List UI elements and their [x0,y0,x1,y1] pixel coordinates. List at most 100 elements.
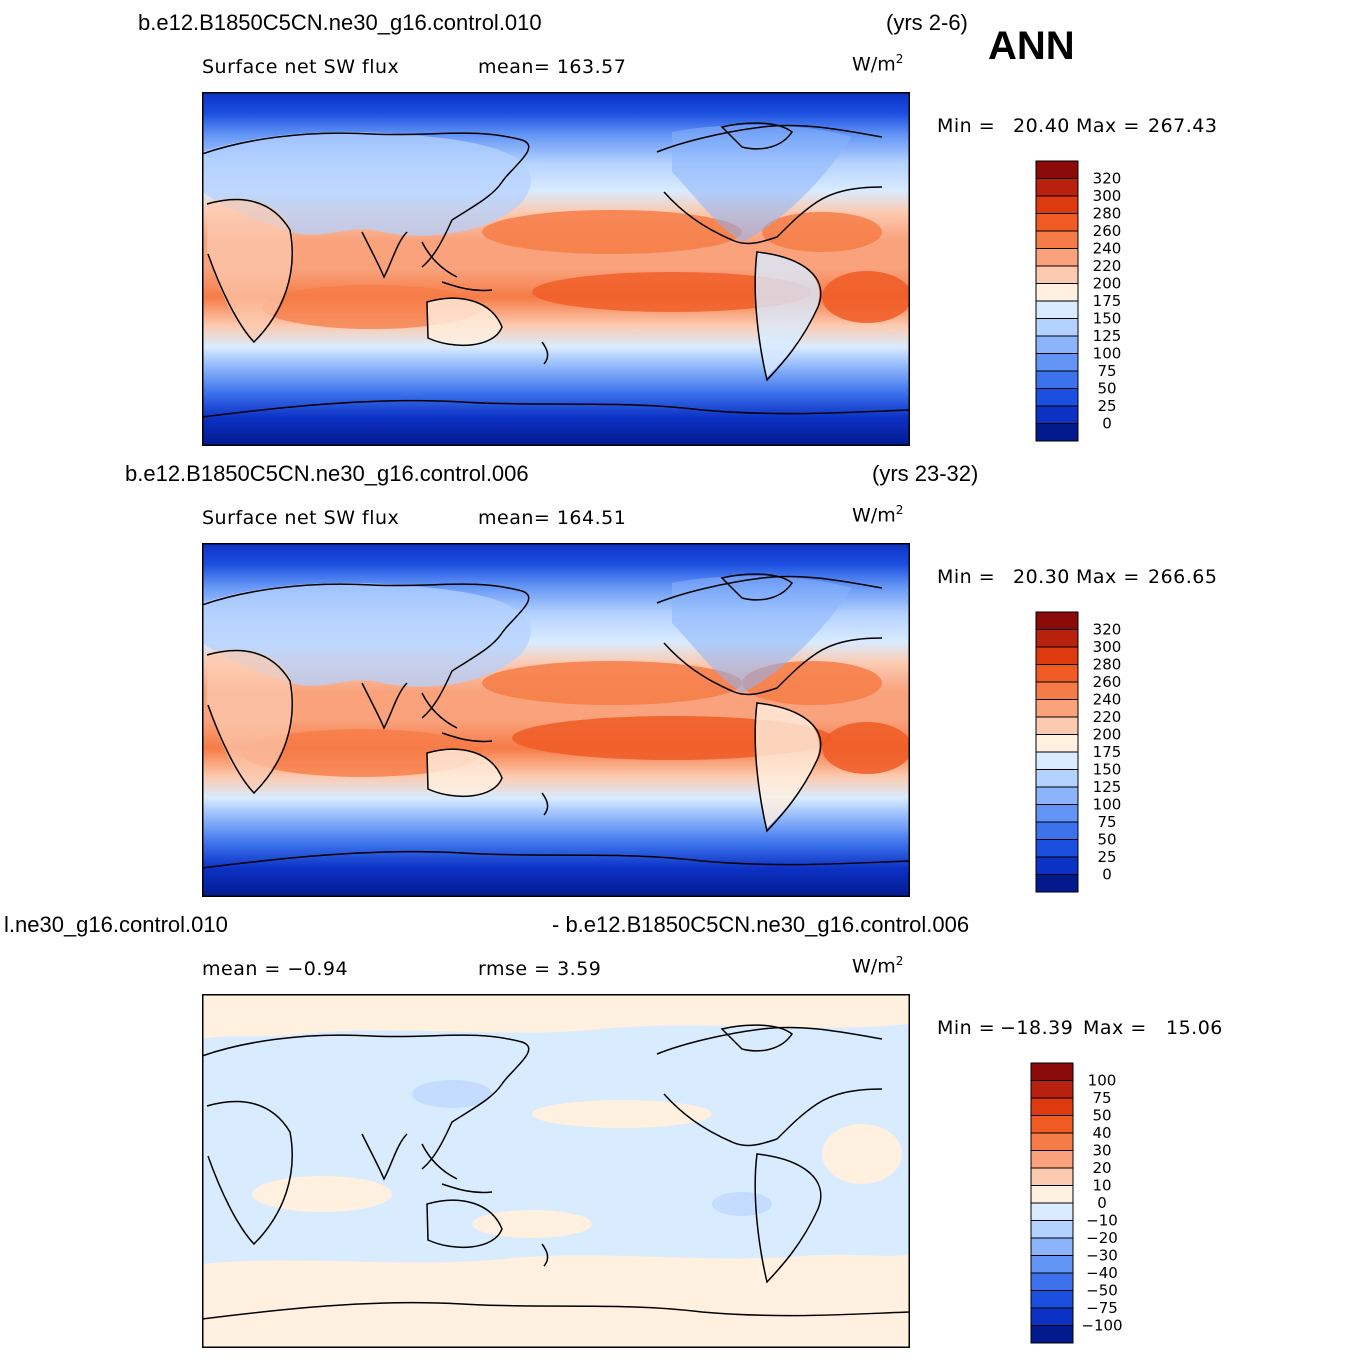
map-frame [202,543,910,897]
min-label: Min = [937,115,996,137]
coast-north-america [656,124,883,245]
patch-southern-band [202,1254,910,1348]
coast-india [361,682,408,730]
colorbar-box [1035,160,1079,179]
colorbar-box [1035,734,1079,753]
min-value: 20.40 [1013,115,1070,137]
patch-tropics [472,1210,592,1238]
colorbar-tick-label: 125 [1093,778,1122,796]
case-title: l.ne30_g16.control.010 [4,912,228,937]
map-bottom [202,994,910,1348]
colorbar-box [1030,1115,1074,1134]
colorbar-box [1035,769,1079,788]
colorbar-box [1035,370,1079,389]
colorbar-box [1035,751,1079,770]
colorbar-box [1035,388,1079,407]
colorbar-tick-label: 100 [1093,345,1122,363]
units-label: W/m2 [852,954,904,978]
colorbar-box [1035,318,1079,337]
coast-australia [426,1199,503,1249]
colorbar-tick-label: 100 [1088,1072,1117,1090]
colorbar-box [1035,335,1079,354]
case-title-subtracted: - b.e12.B1850C5CN.ne30_g16.control.006 [552,912,970,937]
max-value: 267.43 [1148,115,1218,137]
max-label: Max = [1076,566,1140,588]
coast-antarctica [202,399,910,418]
rmse-label: rmse = 3.59 [478,958,602,980]
colorbar-tick-label: −75 [1086,1299,1118,1317]
colorbar-box [1030,1202,1074,1221]
colorbar-tick-label: 25 [1097,848,1116,866]
colorbar-top: 320 300 280 260 240 220 200 175 150 125 100 75 50 25 0 [1035,160,1145,442]
colorbar-box [1035,248,1079,267]
colorbar-tick-label: 75 [1097,813,1116,831]
min-value: −18.39 [1000,1017,1074,1039]
colorbar-box [1035,283,1079,302]
colorbar-tick-label: 175 [1093,743,1122,761]
colorbar-tick-label: 280 [1093,205,1122,223]
colorbar-tick-label: 320 [1093,621,1122,639]
coast-seasia [421,1143,493,1194]
min-label: Min = [937,566,996,588]
colorbar-box [1035,839,1079,858]
colorbar-box [1035,716,1079,735]
colorbar-tick-label: −20 [1086,1229,1118,1247]
colorbar-tick-label: 220 [1093,257,1122,275]
coast-antarctica [202,1301,910,1320]
colorbar-tick-label: 50 [1097,831,1116,849]
colorbar-box [1035,629,1079,648]
colorbar-tick-label: 220 [1093,708,1122,726]
colorbar-tick-label: 125 [1093,327,1122,345]
max-value: 15.06 [1166,1017,1223,1039]
mean-label: mean= 163.57 [478,56,627,78]
patch-polar-north [202,994,910,1039]
colorbar-tick-label: 320 [1093,170,1122,188]
colorbar-tick-label: 280 [1093,656,1122,674]
coast-greenland [720,1024,794,1052]
colorbar-tick-label: 300 [1093,638,1122,656]
min-label: Min = [937,1017,996,1039]
colorbar-box [1030,1325,1074,1344]
map-frame [202,994,910,1348]
case-title: b.e12.B1850C5CN.ne30_g16.control.006 [125,461,529,486]
colorbar-tick-label: −100 [1081,1317,1122,1335]
patch-atlantic [822,1124,902,1184]
colorbar-box [1030,1080,1074,1099]
colorbar-tick-label: 150 [1093,761,1122,779]
colorbar-box [1030,1290,1074,1309]
colorbar-box [1035,265,1079,284]
colorbar-box [1030,1272,1074,1291]
variable-label: Surface net SW flux [202,507,400,529]
colorbar-middle: 320 300 280 260 240 220 200 175 150 125 100 75 50 25 0 [1035,611,1145,893]
positive-patches [202,994,910,1348]
colorbar-box [1030,1150,1074,1169]
colorbar-box [1030,1097,1074,1116]
coast-africa [206,1100,293,1246]
colorbar-box [1035,353,1079,372]
coast-north-america [656,1026,883,1147]
colorbar-tick-label: −40 [1086,1264,1118,1282]
coast-antarctica [202,850,910,869]
units-label: W/m2 [852,503,904,527]
colorbar-box [1035,611,1079,630]
colorbar-tick-label: 175 [1093,292,1122,310]
colorbar-box [1035,856,1079,875]
patch-indian [252,1176,392,1212]
colorbar-box [1035,664,1079,683]
colorbar-box [1030,1062,1074,1081]
colorbar-tick-label: 300 [1093,187,1122,205]
eurasia [202,132,531,236]
colorbar-box [1035,874,1079,893]
mean-label: mean= 164.51 [478,507,627,529]
coast-australia [426,748,503,798]
colorbar-box [1030,1237,1074,1256]
eurasia [202,583,531,687]
coast-seasia [421,692,493,743]
colorbar-box [1030,1220,1074,1239]
colorbar-box [1035,699,1079,718]
map-top [202,92,910,446]
colorbar-tick-label: 0 [1097,1194,1107,1212]
colorbar-tick-label: 100 [1093,796,1122,814]
south-america [755,703,820,828]
patch-negative-2 [712,1192,772,1216]
